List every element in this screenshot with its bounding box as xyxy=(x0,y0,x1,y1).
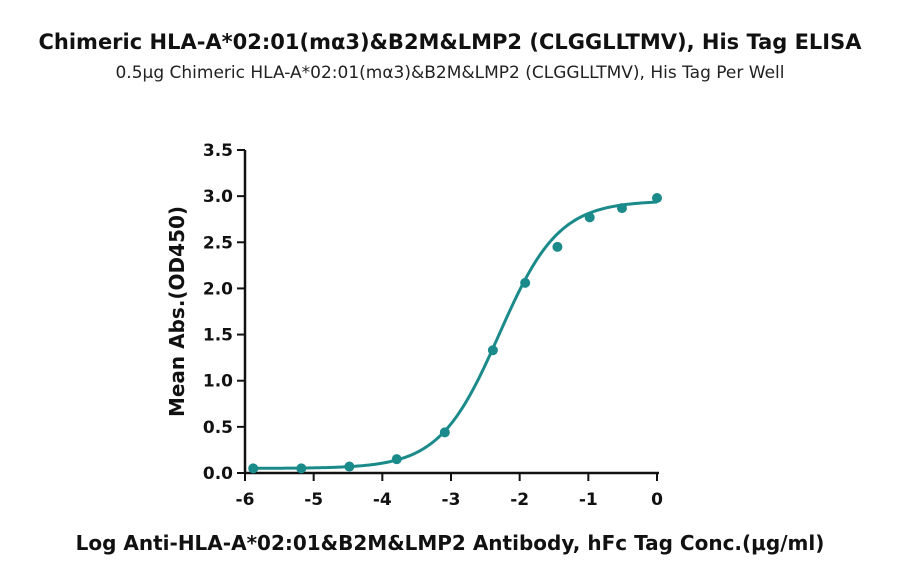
data-point xyxy=(248,463,259,474)
chart-title: Chimeric HLA-A*02:01(mα3)&B2M&LMP2 (CLGG… xyxy=(38,30,862,54)
y-tick-label: 0.0 xyxy=(203,464,233,484)
chart-subtitle: 0.5μg Chimeric HLA-A*02:01(mα3)&B2M&LMP2… xyxy=(115,63,785,83)
x-tick-label: -6 xyxy=(236,490,255,510)
x-tick-label: -5 xyxy=(304,490,323,510)
x-axis-label: Log Anti-HLA-A*02:01&B2M&LMP2 Antibody, … xyxy=(76,531,825,555)
data-point xyxy=(520,277,531,288)
data-point xyxy=(584,212,595,223)
data-point xyxy=(616,203,627,214)
data-point xyxy=(552,241,563,252)
y-tick-label: 3.0 xyxy=(203,187,233,207)
y-tick-label: 2.5 xyxy=(203,233,233,253)
data-point xyxy=(296,463,307,474)
x-tick-label: -2 xyxy=(510,490,529,510)
x-tick-label: -1 xyxy=(579,490,598,510)
y-tick-label: 3.5 xyxy=(203,141,233,161)
x-tick-label: 0 xyxy=(651,490,663,510)
fit-curve xyxy=(253,200,658,470)
data-point xyxy=(439,427,450,438)
data-point xyxy=(652,192,662,203)
data-point xyxy=(487,345,498,356)
y-tick-label: 2.0 xyxy=(203,279,233,299)
x-tick-label: -3 xyxy=(442,490,461,510)
x-tick-label: -4 xyxy=(373,490,392,510)
y-tick-label: 1.5 xyxy=(203,326,233,346)
data-point xyxy=(391,454,402,465)
y-tick-label: 1.0 xyxy=(203,372,233,392)
y-axis-label: Mean Abs.(OD450) xyxy=(165,206,189,417)
data-point xyxy=(344,461,355,472)
y-tick-label: 0.5 xyxy=(203,418,233,438)
